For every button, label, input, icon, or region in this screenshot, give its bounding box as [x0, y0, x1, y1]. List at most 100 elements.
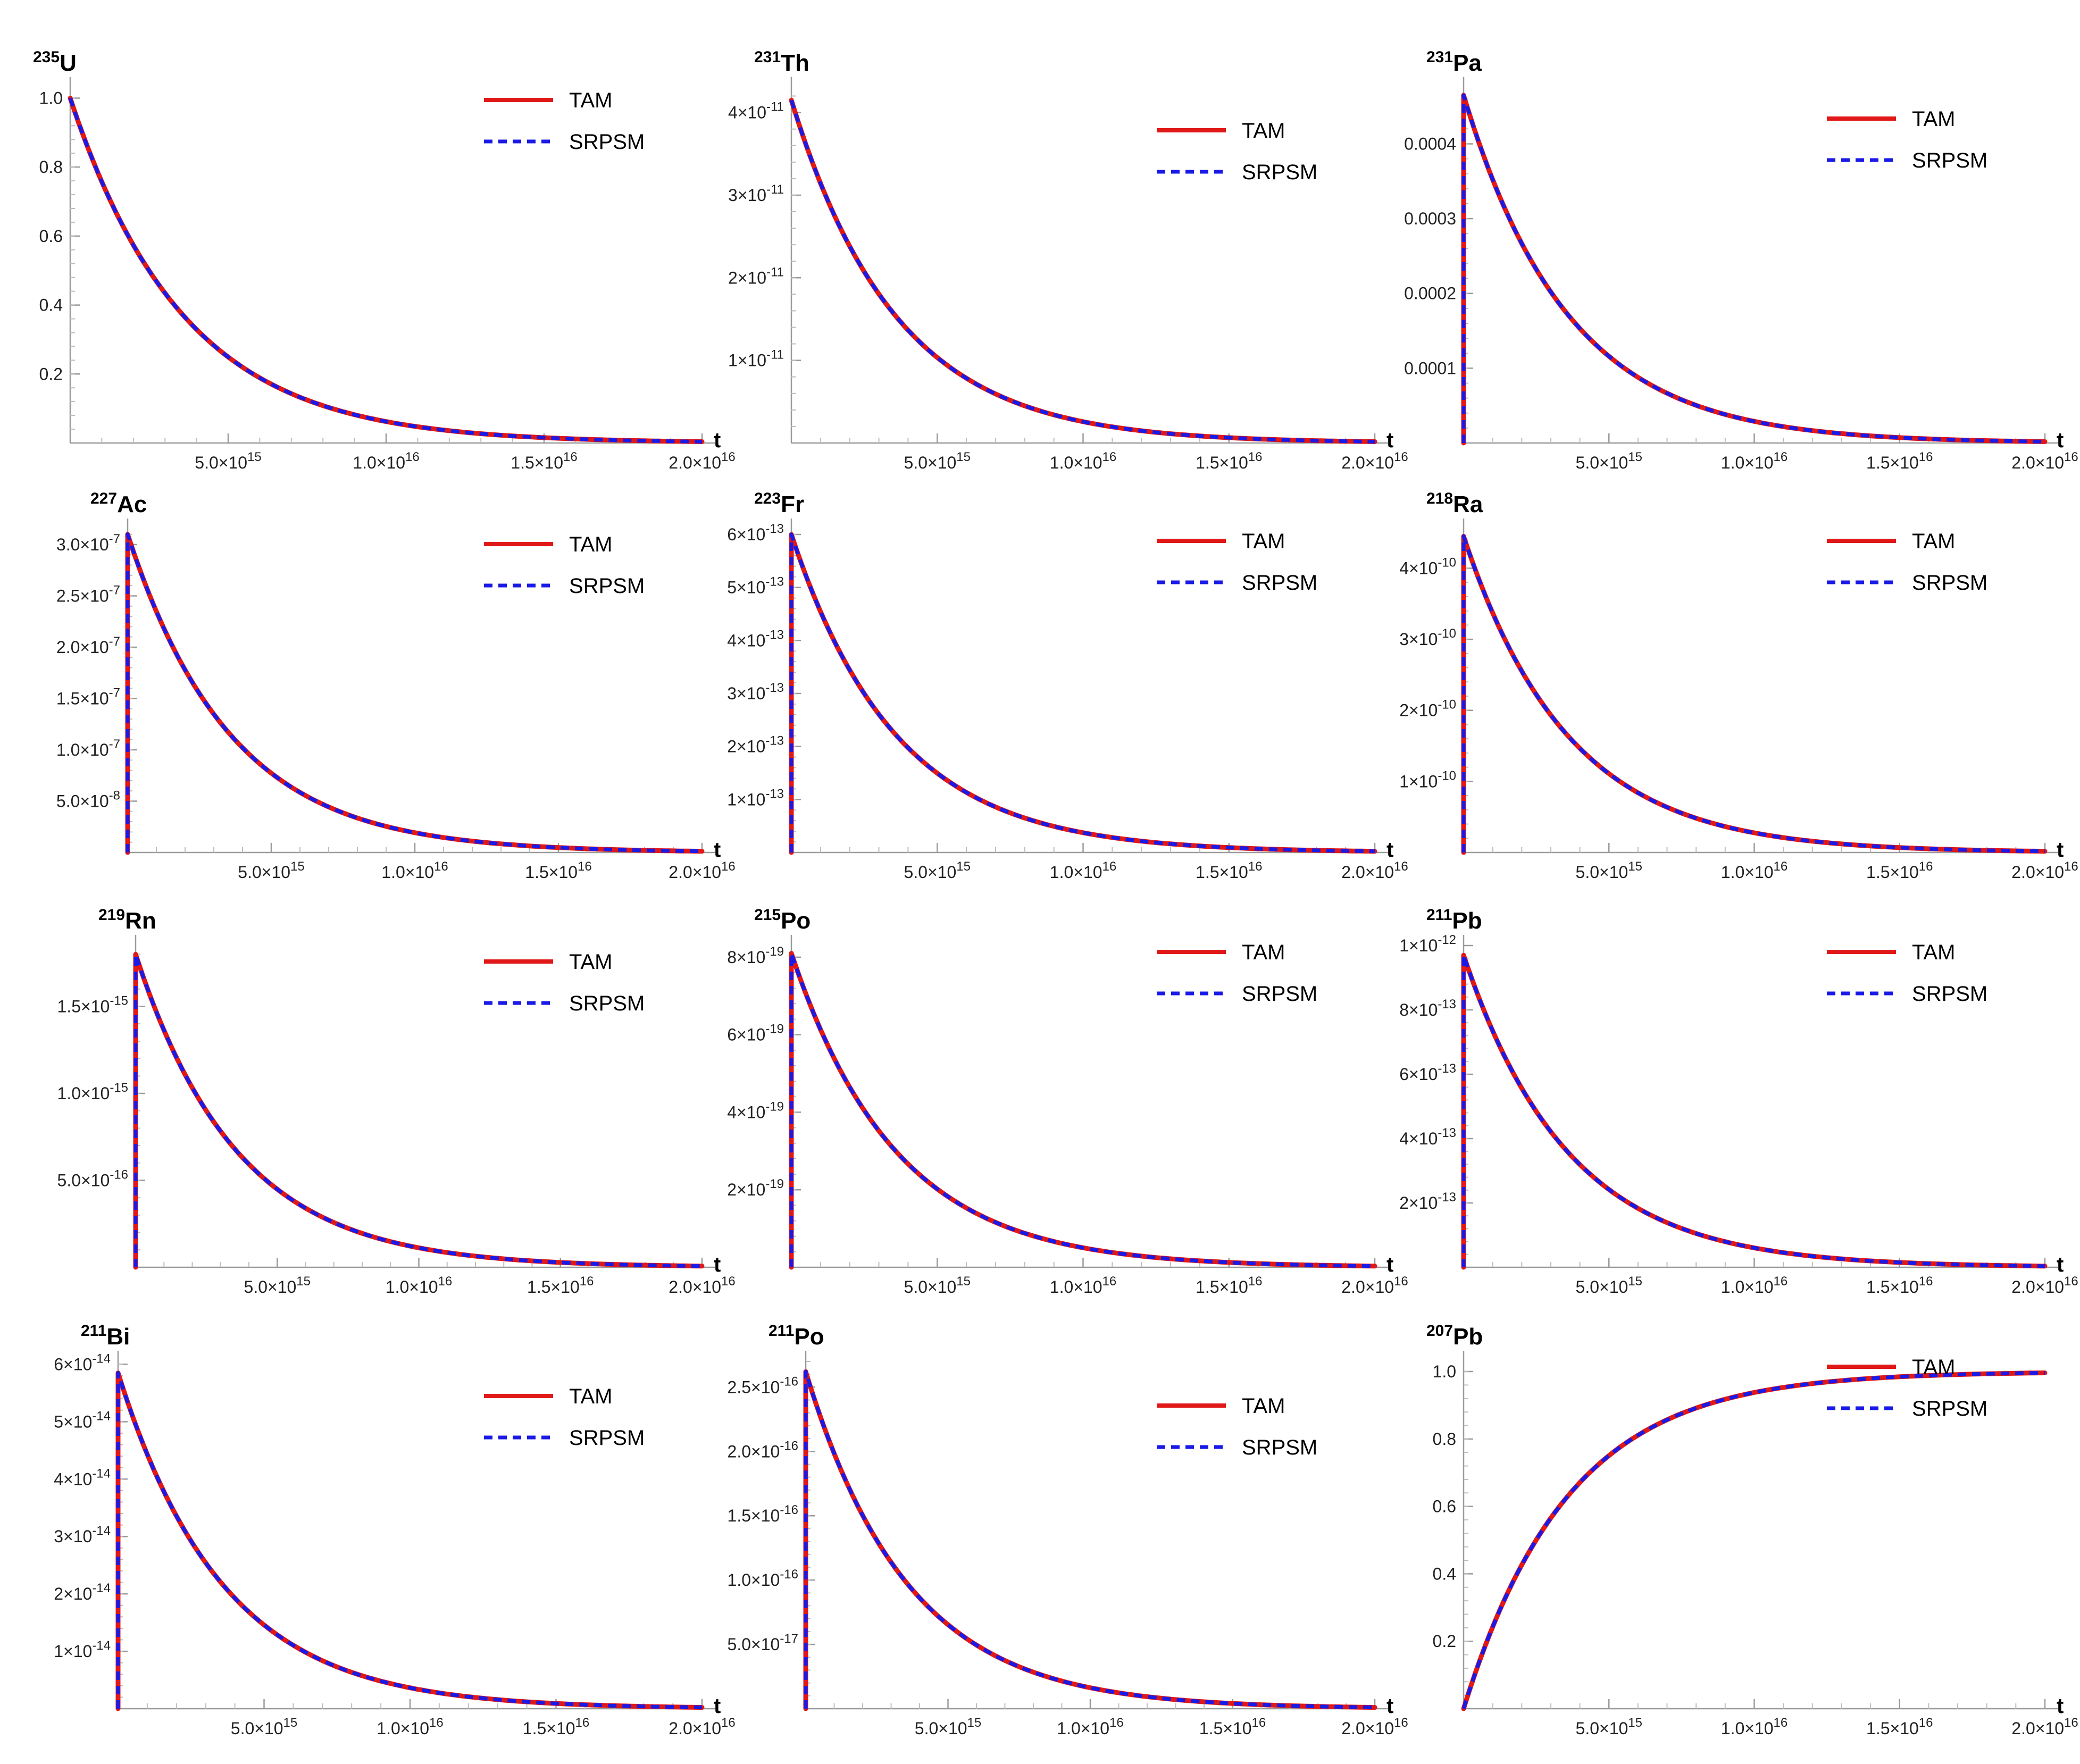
legend-tam-label: TAM	[569, 89, 612, 112]
legend-tam-label: TAM	[1912, 107, 1955, 131]
y-tick-label: 4×10-19	[727, 1099, 784, 1122]
x-tick-label: 5.0×1015	[1576, 1274, 1642, 1297]
x-tick-label: 1.0×1016	[386, 1274, 452, 1297]
y-tick-label: 1.5×10-16	[728, 1503, 798, 1525]
y-tick-label: 1.0×10-15	[57, 1081, 128, 1103]
y-tick-label: 2×10-14	[54, 1581, 111, 1603]
x-tick-label: 1.0×1016	[1721, 859, 1787, 882]
x-tick-label: 2.0×1016	[2011, 1716, 2078, 1738]
title-element: Fr	[781, 491, 804, 517]
y-tick-label: 0.0001	[1404, 358, 1456, 378]
legend-srpsm-label: SRPSM	[1912, 149, 1987, 172]
y-tick-label: 0.0004	[1404, 134, 1456, 153]
legend-srpsm-label: SRPSM	[1912, 1397, 1987, 1420]
y-tick-label: 1×10-12	[1399, 933, 1456, 955]
legend-srpsm-label: SRPSM	[569, 574, 645, 598]
title-mass-number: 219	[98, 906, 125, 924]
x-tick-label: 5.0×1015	[195, 450, 261, 472]
y-tick-label: 2.5×10-7	[56, 583, 120, 605]
y-tick-label: 0.8	[39, 157, 63, 177]
legend-tam-label: TAM	[1242, 119, 1285, 143]
x-tick-label: 1.0×1016	[381, 859, 448, 882]
title-mass-number: 227	[90, 490, 117, 507]
x-tick-label: 2.0×1016	[2011, 859, 2078, 882]
legend-tam-label: TAM	[1242, 530, 1285, 553]
x-tick-label: 1.0×1016	[1721, 1274, 1787, 1297]
title-element: U	[60, 50, 77, 76]
y-tick-label: 1.0×10-16	[728, 1567, 798, 1590]
panel-title: 211Pb	[1426, 906, 1482, 934]
x-axis-label: t	[714, 1694, 721, 1718]
x-axis-label: t	[1386, 838, 1393, 862]
x-axis-label: t	[1386, 1253, 1393, 1276]
y-tick-label: 3×10-13	[727, 681, 784, 703]
y-tick-label: 4×10-14	[54, 1466, 111, 1489]
y-tick-label: 3×10-14	[54, 1524, 111, 1546]
x-tick-label: 1.0×1016	[1057, 1716, 1123, 1738]
x-tick-label: 5.0×1015	[1576, 1716, 1642, 1738]
x-tick-label: 1.0×1016	[1050, 1274, 1116, 1297]
y-tick-label: 0.2	[1433, 1632, 1456, 1651]
x-tick-label: 1.5×1016	[1866, 450, 1933, 472]
legend-srpsm-label: SRPSM	[1912, 982, 1987, 1006]
series-srpsm-line	[1461, 534, 2045, 854]
x-tick-label: 1.5×1016	[527, 1274, 594, 1297]
legend-tam-label: TAM	[569, 1385, 612, 1408]
x-tick-label: 1.5×1016	[1196, 859, 1262, 882]
title-mass-number: 231	[754, 48, 781, 66]
title-element: Po	[781, 908, 811, 934]
x-tick-label: 1.0×1016	[377, 1716, 443, 1738]
x-tick-label: 1.0×1016	[1050, 450, 1116, 472]
legend-tam-label: TAM	[1912, 530, 1955, 553]
y-tick-label: 0.4	[39, 296, 63, 315]
y-tick-label: 2×10-13	[1399, 1190, 1456, 1213]
legend-srpsm-label: SRPSM	[569, 1426, 645, 1450]
series-tam-line	[1461, 1370, 2048, 1711]
x-axis-label: t	[714, 1253, 721, 1276]
y-tick-label: 2.0×10-16	[728, 1439, 798, 1461]
x-axis-label: t	[2057, 429, 2064, 452]
y-tick-label: 5.0×10-17	[728, 1632, 798, 1654]
legend-srpsm-label: SRPSM	[1912, 571, 1987, 595]
legend-tam-label: TAM	[1242, 941, 1285, 964]
series-srpsm-line	[789, 99, 1375, 444]
legend-tam-label: TAM	[569, 950, 612, 974]
y-tick-label: 1.5×10-15	[57, 993, 128, 1016]
y-tick-label: 1×10-11	[728, 348, 784, 370]
x-tick-label: 1.5×1016	[525, 859, 591, 882]
x-tick-label: 1.5×1016	[511, 450, 577, 472]
x-tick-label: 2.0×1016	[669, 1274, 735, 1297]
title-element: Th	[781, 50, 809, 76]
legend-tam-label: TAM	[1242, 1394, 1285, 1418]
y-tick-label: 1.0×10-7	[56, 737, 120, 759]
x-axis-label: t	[1386, 429, 1393, 452]
legend-srpsm-label: SRPSM	[1242, 571, 1317, 595]
legend-srpsm-label: SRPSM	[569, 130, 645, 154]
y-tick-label: 0.8	[1433, 1429, 1456, 1449]
title-element: Po	[794, 1324, 824, 1350]
x-axis-label: t	[1386, 1694, 1393, 1718]
x-tick-label: 2.0×1016	[1341, 450, 1408, 472]
y-tick-label: 0.6	[39, 227, 63, 246]
x-tick-label: 5.0×1015	[1576, 450, 1642, 472]
x-tick-label: 5.0×1015	[915, 1716, 981, 1738]
panel-title: 215Po	[754, 906, 811, 934]
legend-tam-label: TAM	[1912, 1356, 1955, 1379]
x-axis-label: t	[2057, 1694, 2064, 1718]
x-tick-label: 1.0×1016	[1050, 859, 1116, 882]
x-tick-label: 1.0×1016	[1721, 450, 1787, 472]
x-tick-label: 2.0×1016	[669, 450, 735, 472]
series-srpsm-line	[126, 532, 703, 854]
x-tick-label: 1.5×1016	[1866, 1716, 1933, 1738]
series-srpsm-line	[1461, 1371, 2045, 1710]
y-tick-label: 2×10-10	[1399, 698, 1456, 720]
series-srpsm-line	[133, 952, 703, 1268]
panel-title: 207Pb	[1426, 1322, 1483, 1350]
